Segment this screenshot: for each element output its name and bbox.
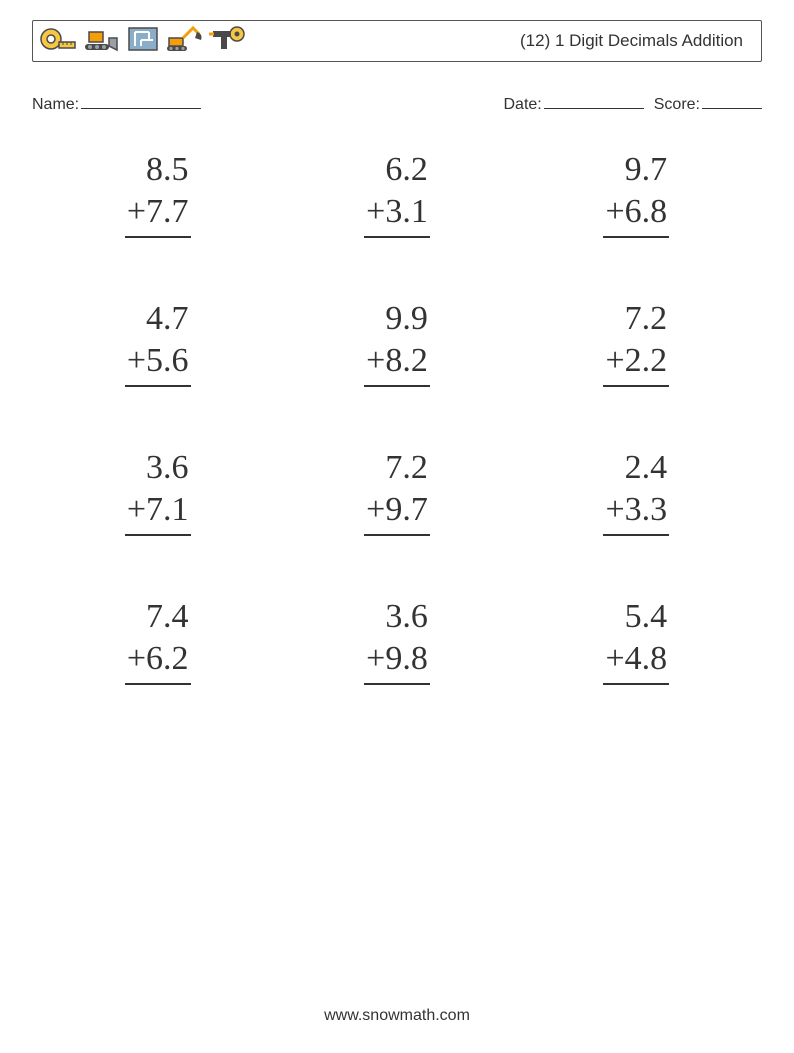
operator: + [605,489,624,532]
problem-stack: 7.4+6.2 [125,596,191,685]
addend-bottom-value: 9.8 [385,640,428,677]
problem-stack: 6.2+3.1 [364,149,430,238]
addend-top: 3.6 [364,596,430,639]
name-label: Name: [32,96,79,114]
info-left: Name: [32,90,201,114]
addend-bottom: +6.2 [125,638,191,685]
operator: + [605,340,624,383]
addend-top: 4.7 [125,298,191,341]
worksheet-page: (12) 1 Digit Decimals Addition Name: Dat… [0,0,794,1053]
problem: 7.2+2.2 [547,298,726,387]
operator: + [127,191,146,234]
addend-bottom: +7.7 [125,191,191,238]
problem: 4.7+5.6 [68,298,247,387]
operator: + [127,638,146,681]
addend-bottom-value: 3.3 [625,491,668,528]
name-blank[interactable] [81,90,201,109]
problem-stack: 9.7+6.8 [603,149,669,238]
addend-top: 7.2 [603,298,669,341]
operator: + [366,489,385,532]
score-label: Score: [654,96,700,114]
problem-stack: 7.2+2.2 [603,298,669,387]
addend-bottom-value: 6.2 [146,640,189,677]
addend-bottom-value: 3.1 [385,193,428,230]
footer-text: www.snowmath.com [0,1007,794,1025]
addend-bottom: +9.7 [364,489,430,536]
date-blank[interactable] [544,90,644,109]
info-right: Date: Score: [504,90,763,114]
problem-stack: 5.4+4.8 [603,596,669,685]
problem: 2.4+3.3 [547,447,726,536]
problem: 6.2+3.1 [307,149,486,238]
operator: + [127,340,146,383]
problem-stack: 7.2+9.7 [364,447,430,536]
addend-bottom: +7.1 [125,489,191,536]
problem-stack: 9.9+8.2 [364,298,430,387]
header-icon-strip [39,24,247,59]
problem: 7.4+6.2 [68,596,247,685]
addend-top: 9.9 [364,298,430,341]
problem-stack: 2.4+3.3 [603,447,669,536]
tape-measure-icon [39,24,79,59]
addend-bottom: +4.8 [603,638,669,685]
problem-stack: 4.7+5.6 [125,298,191,387]
addend-bottom: +2.2 [603,340,669,387]
addend-bottom-value: 7.7 [146,193,189,230]
addend-bottom-value: 7.1 [146,491,189,528]
addend-top: 2.4 [603,447,669,490]
problem: 9.7+6.8 [547,149,726,238]
addend-top: 9.7 [603,149,669,192]
addend-bottom: +9.8 [364,638,430,685]
addend-top: 7.2 [364,447,430,490]
problem: 3.6+9.8 [307,596,486,685]
operator: + [127,489,146,532]
addend-bottom: +3.1 [364,191,430,238]
addend-bottom-value: 4.8 [625,640,668,677]
operator: + [366,340,385,383]
addend-top: 3.6 [125,447,191,490]
addend-top: 5.4 [603,596,669,639]
drill-icon [207,24,247,59]
info-line: Name: Date: Score: [32,90,762,114]
addend-bottom-value: 2.2 [625,342,668,379]
addend-bottom: +6.8 [603,191,669,238]
addend-top: 7.4 [125,596,191,639]
addend-bottom-value: 6.8 [625,193,668,230]
operator: + [366,638,385,681]
problem: 9.9+8.2 [307,298,486,387]
addend-top: 6.2 [364,149,430,192]
problem-stack: 3.6+7.1 [125,447,191,536]
operator: + [366,191,385,234]
blueprint-icon [123,24,163,59]
bulldozer-icon [81,24,121,59]
date-label: Date: [504,96,542,114]
problem-stack: 3.6+9.8 [364,596,430,685]
problem: 3.6+7.1 [68,447,247,536]
name-field: Name: [32,90,201,114]
operator: + [605,638,624,681]
addend-top: 8.5 [125,149,191,192]
score-field: Score: [654,90,762,114]
problems-grid: 8.5+7.76.2+3.19.7+6.84.7+5.69.9+8.27.2+2… [32,149,762,685]
operator: + [605,191,624,234]
header-bar: (12) 1 Digit Decimals Addition [32,20,762,62]
problem: 8.5+7.7 [68,149,247,238]
addend-bottom: +3.3 [603,489,669,536]
excavator-icon [165,24,205,59]
addend-bottom-value: 5.6 [146,342,189,379]
addend-bottom: +8.2 [364,340,430,387]
addend-bottom-value: 9.7 [385,491,428,528]
problem: 7.2+9.7 [307,447,486,536]
problem: 5.4+4.8 [547,596,726,685]
score-blank[interactable] [702,90,762,109]
addend-bottom: +5.6 [125,340,191,387]
addend-bottom-value: 8.2 [385,342,428,379]
problem-stack: 8.5+7.7 [125,149,191,238]
worksheet-title: (12) 1 Digit Decimals Addition [520,31,743,51]
date-field: Date: [504,90,644,114]
